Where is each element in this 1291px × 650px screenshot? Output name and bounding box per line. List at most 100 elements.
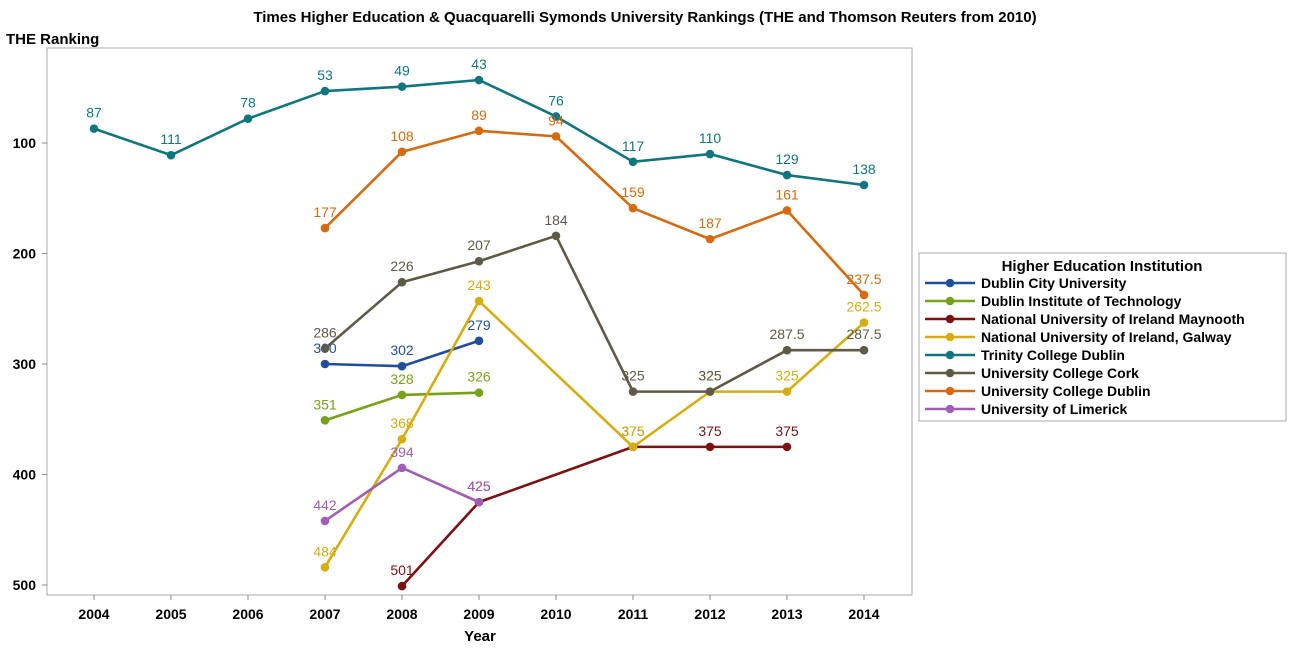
series-line bbox=[324, 129, 865, 296]
x-tick-label: 2006 bbox=[232, 606, 263, 622]
data-point bbox=[320, 223, 330, 233]
data-point bbox=[166, 150, 176, 160]
legend-items: Dublin City University Dublin Institute o… bbox=[925, 275, 1245, 417]
legend-item: University of Limerick bbox=[925, 401, 1127, 417]
chart-title: Times Higher Education & Quacquarelli Sy… bbox=[253, 9, 1036, 26]
y-axis-title: THE Ranking bbox=[6, 31, 99, 48]
data-point bbox=[782, 170, 792, 180]
legend-item: Dublin City University bbox=[925, 275, 1127, 291]
data-label: 243 bbox=[467, 277, 491, 293]
data-label: 108 bbox=[390, 128, 414, 144]
data-label: 94 bbox=[548, 112, 564, 128]
series-trinity-college-dublin: 87 111 78 53 49 43 76 117 110 129 138 bbox=[86, 56, 876, 190]
legend-label: University College Cork bbox=[981, 365, 1139, 381]
data-label: 375 bbox=[698, 423, 722, 439]
x-tick-label: 2009 bbox=[463, 606, 494, 622]
series-line bbox=[324, 234, 864, 393]
data-label: 484 bbox=[313, 543, 337, 559]
data-point bbox=[705, 234, 715, 244]
data-label: 87 bbox=[86, 105, 102, 121]
legend-label: Trinity College Dublin bbox=[981, 347, 1125, 363]
legend-label: Dublin Institute of Technology bbox=[981, 293, 1182, 309]
y-tick-label: 500 bbox=[13, 577, 37, 593]
legend-item: University College Dublin bbox=[925, 383, 1151, 399]
x-tick-label: 2005 bbox=[155, 606, 186, 622]
data-point bbox=[628, 442, 638, 452]
data-point bbox=[89, 124, 99, 133]
legend-swatch-marker bbox=[945, 332, 955, 342]
data-label: 184 bbox=[544, 212, 568, 228]
legend-label: University of Limerick bbox=[981, 401, 1127, 417]
legend-title: Higher Education Institution bbox=[1002, 258, 1203, 275]
data-label: 328 bbox=[390, 371, 414, 387]
data-point bbox=[474, 126, 484, 136]
legend-label: University College Dublin bbox=[981, 383, 1151, 399]
data-label: 375 bbox=[621, 423, 645, 439]
y-axis: 100 200 300 400 500 bbox=[13, 135, 47, 593]
data-point bbox=[474, 75, 484, 85]
data-point bbox=[782, 387, 792, 396]
data-label: 89 bbox=[471, 107, 487, 123]
data-point bbox=[397, 82, 407, 91]
data-point bbox=[859, 290, 869, 300]
data-label: 129 bbox=[775, 151, 799, 167]
legend-swatch-marker bbox=[945, 278, 955, 288]
y-tick-label: 300 bbox=[13, 356, 37, 372]
data-label: 326 bbox=[467, 369, 491, 385]
data-point bbox=[320, 344, 330, 353]
data-label: 279 bbox=[467, 317, 491, 333]
data-point bbox=[320, 86, 330, 96]
legend-swatch-marker bbox=[945, 368, 955, 378]
data-label: 287.5 bbox=[846, 326, 881, 342]
data-point bbox=[474, 336, 484, 346]
x-tick-label: 2007 bbox=[309, 606, 340, 622]
data-point bbox=[859, 180, 869, 190]
data-point bbox=[320, 416, 330, 425]
data-label: 53 bbox=[317, 67, 333, 83]
data-point bbox=[551, 231, 561, 241]
legend-label: National University of Ireland, Galway bbox=[981, 329, 1232, 345]
data-label: 117 bbox=[622, 138, 645, 154]
data-point bbox=[628, 203, 638, 213]
data-label: 351 bbox=[313, 396, 337, 412]
data-label: 325 bbox=[698, 368, 722, 384]
series-university-of-limerick: 442 394 425 bbox=[313, 444, 491, 526]
series-layer: 3003022793513283265014253753753754843682… bbox=[86, 56, 882, 591]
data-label: 76 bbox=[548, 92, 564, 108]
data-label: 302 bbox=[390, 342, 414, 358]
data-label: 207 bbox=[467, 237, 491, 253]
legend-swatch-marker bbox=[945, 350, 955, 360]
legend: Higher Education Institution Dublin City… bbox=[918, 252, 1287, 422]
data-label: 226 bbox=[390, 258, 414, 274]
data-point bbox=[397, 434, 407, 444]
data-point bbox=[397, 390, 407, 400]
legend-swatch-marker bbox=[945, 296, 955, 306]
data-point bbox=[320, 516, 330, 526]
data-label: 394 bbox=[390, 444, 414, 460]
legend-item: Trinity College Dublin bbox=[925, 347, 1125, 363]
data-point bbox=[474, 256, 484, 266]
data-point bbox=[705, 442, 715, 452]
data-point bbox=[474, 296, 484, 306]
data-label: 368 bbox=[390, 415, 414, 431]
data-point bbox=[782, 345, 792, 355]
legend-item: University College Cork bbox=[925, 365, 1139, 381]
data-label: 325 bbox=[698, 368, 722, 384]
data-point bbox=[397, 277, 407, 287]
data-point bbox=[320, 359, 330, 369]
data-label: 138 bbox=[852, 161, 876, 177]
data-label: 501 bbox=[390, 562, 414, 578]
data-point bbox=[551, 132, 561, 141]
x-axis: 2004 2005 2006 2007 2008 2009 2010 2011 2012 2013… bbox=[78, 595, 880, 622]
data-label: 111 bbox=[160, 131, 181, 147]
data-point bbox=[705, 387, 715, 396]
x-tick-label: 2004 bbox=[78, 606, 109, 622]
series-university-college-cork: 286 226 207 184 325 325 287.5 287.5 bbox=[313, 212, 882, 396]
data-label: 187 bbox=[698, 215, 722, 231]
legend-label: National University of Ireland Maynooth bbox=[981, 311, 1245, 327]
data-label: 325 bbox=[621, 368, 645, 384]
data-label: 287.5 bbox=[769, 326, 804, 342]
data-label: 425 bbox=[467, 478, 491, 494]
x-tick-label: 2012 bbox=[694, 606, 725, 622]
